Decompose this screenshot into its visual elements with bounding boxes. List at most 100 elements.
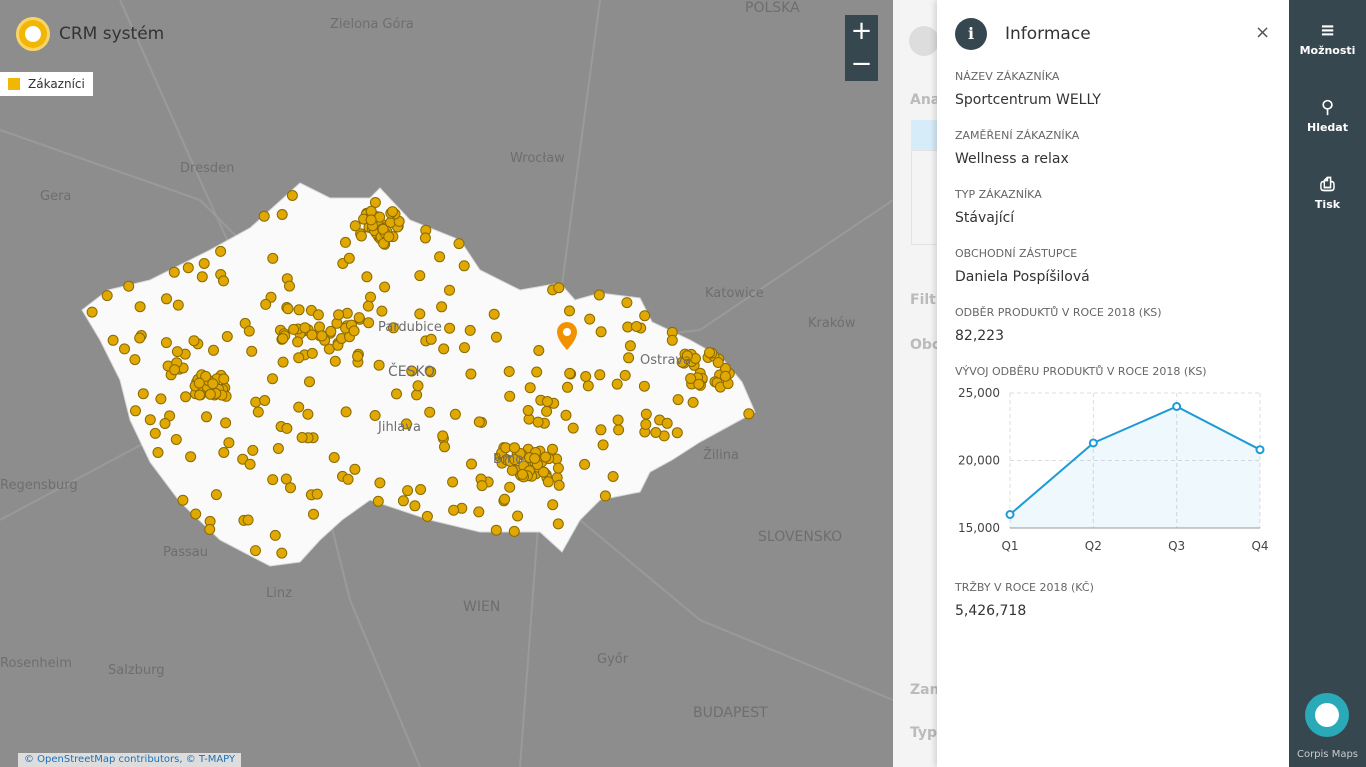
customer-marker[interactable] bbox=[671, 427, 683, 439]
customer-marker[interactable] bbox=[277, 356, 289, 368]
customer-marker[interactable] bbox=[400, 418, 412, 430]
customer-marker[interactable] bbox=[86, 306, 98, 318]
customer-marker[interactable] bbox=[328, 452, 340, 463]
customer-marker[interactable] bbox=[599, 490, 611, 502]
customer-marker[interactable] bbox=[134, 301, 146, 313]
customer-marker[interactable] bbox=[302, 408, 314, 420]
customer-marker[interactable] bbox=[296, 432, 308, 443]
customer-marker[interactable] bbox=[639, 310, 651, 322]
customer-marker[interactable] bbox=[623, 352, 635, 364]
customer-marker[interactable] bbox=[466, 458, 477, 470]
customer-marker[interactable] bbox=[204, 523, 216, 535]
customer-marker[interactable] bbox=[107, 334, 119, 346]
customer-marker[interactable] bbox=[250, 396, 262, 408]
sidebar-button[interactable]: Tisk bbox=[1314, 198, 1341, 211]
customer-marker[interactable] bbox=[541, 405, 553, 417]
customer-marker[interactable] bbox=[607, 471, 619, 482]
customer-marker[interactable] bbox=[329, 355, 341, 367]
customer-marker[interactable] bbox=[361, 271, 373, 283]
customer-marker[interactable] bbox=[712, 357, 724, 368]
customer-marker[interactable] bbox=[372, 495, 384, 507]
customer-marker[interactable] bbox=[269, 529, 281, 541]
customer-marker[interactable] bbox=[693, 378, 705, 390]
customer-marker[interactable] bbox=[504, 481, 516, 493]
customer-marker[interactable] bbox=[284, 280, 295, 292]
customer-marker[interactable] bbox=[161, 293, 172, 305]
customer-marker[interactable] bbox=[415, 484, 427, 495]
customer-marker[interactable] bbox=[185, 451, 197, 463]
customer-marker[interactable] bbox=[250, 545, 261, 557]
attribution[interactable]: © OpenStreetMap contributors, © T-MAPY bbox=[18, 753, 242, 767]
customer-marker[interactable] bbox=[383, 231, 395, 243]
customer-marker[interactable] bbox=[177, 494, 189, 506]
customer-marker[interactable] bbox=[244, 458, 256, 470]
customer-marker[interactable] bbox=[220, 417, 232, 429]
customer-marker[interactable] bbox=[522, 405, 534, 416]
customer-marker[interactable] bbox=[579, 458, 591, 470]
customer-marker[interactable] bbox=[458, 260, 470, 272]
customer-marker[interactable] bbox=[517, 468, 528, 480]
customer-marker[interactable] bbox=[465, 368, 477, 380]
customer-marker[interactable] bbox=[194, 389, 206, 401]
zoom-out[interactable]: − bbox=[850, 49, 873, 79]
customer-marker[interactable] bbox=[369, 197, 381, 208]
customer-marker[interactable] bbox=[542, 476, 554, 488]
customer-marker[interactable] bbox=[473, 506, 485, 518]
customer-marker[interactable] bbox=[149, 427, 161, 439]
customer-marker[interactable] bbox=[155, 393, 167, 405]
customer-marker[interactable] bbox=[387, 206, 398, 218]
customer-marker[interactable] bbox=[168, 266, 180, 278]
customer-marker[interactable] bbox=[612, 414, 624, 426]
customer-marker[interactable] bbox=[490, 331, 502, 343]
customer-marker[interactable] bbox=[419, 232, 431, 244]
customer-marker[interactable] bbox=[333, 309, 345, 321]
customer-marker[interactable] bbox=[650, 427, 662, 438]
customer-marker[interactable] bbox=[171, 346, 183, 358]
sidebar-button[interactable]: Hledat bbox=[1307, 121, 1348, 134]
customer-marker[interactable] bbox=[564, 367, 576, 379]
customer-marker[interactable] bbox=[532, 416, 544, 428]
customer-marker[interactable] bbox=[311, 488, 323, 500]
customer-marker[interactable] bbox=[207, 378, 219, 390]
customer-marker[interactable] bbox=[499, 493, 511, 505]
customer-marker[interactable] bbox=[666, 334, 678, 346]
customer-marker[interactable] bbox=[414, 270, 426, 282]
customer-marker[interactable] bbox=[159, 418, 171, 429]
customer-marker[interactable] bbox=[580, 371, 592, 382]
customer-marker[interactable] bbox=[129, 354, 141, 366]
customer-marker[interactable] bbox=[282, 303, 294, 315]
customer-marker[interactable] bbox=[434, 251, 446, 263]
customer-marker[interactable] bbox=[201, 411, 212, 423]
customer-marker[interactable] bbox=[509, 454, 521, 466]
customer-marker[interactable] bbox=[547, 499, 559, 511]
customer-marker[interactable] bbox=[397, 495, 409, 507]
customer-marker[interactable] bbox=[533, 345, 545, 356]
customer-marker[interactable] bbox=[362, 300, 374, 312]
customer-marker[interactable] bbox=[152, 447, 164, 458]
customer-marker[interactable] bbox=[259, 395, 271, 406]
customer-marker[interactable] bbox=[280, 473, 292, 485]
customer-marker[interactable] bbox=[352, 350, 364, 362]
customer-marker[interactable] bbox=[119, 343, 130, 355]
customer-marker[interactable] bbox=[488, 308, 500, 320]
customer-marker[interactable] bbox=[504, 390, 516, 402]
customer-marker[interactable] bbox=[613, 424, 625, 436]
customer-marker[interactable] bbox=[490, 524, 502, 536]
customer-marker[interactable] bbox=[509, 442, 520, 454]
customer-marker[interactable] bbox=[276, 209, 288, 220]
customer-marker[interactable] bbox=[387, 322, 399, 334]
customer-marker[interactable] bbox=[448, 504, 460, 516]
customer-marker[interactable] bbox=[597, 439, 609, 451]
customer-marker[interactable] bbox=[304, 376, 315, 388]
customer-marker[interactable] bbox=[594, 369, 606, 381]
customer-marker[interactable] bbox=[247, 444, 259, 456]
customer-marker[interactable] bbox=[221, 331, 233, 342]
customer-marker[interactable] bbox=[595, 424, 607, 436]
customer-marker[interactable] bbox=[258, 210, 270, 222]
customer-marker[interactable] bbox=[180, 391, 192, 403]
customer-marker[interactable] bbox=[218, 447, 230, 458]
customer-marker[interactable] bbox=[325, 325, 337, 337]
customer-marker[interactable] bbox=[188, 335, 200, 347]
customer-marker[interactable] bbox=[379, 281, 391, 293]
customer-marker[interactable] bbox=[508, 525, 520, 537]
